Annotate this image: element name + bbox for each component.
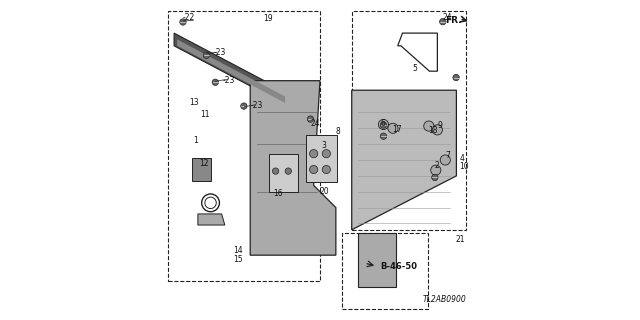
Circle shape <box>273 168 279 174</box>
FancyBboxPatch shape <box>269 154 298 192</box>
Text: 1: 1 <box>193 136 198 146</box>
Circle shape <box>204 52 210 59</box>
Text: 15: 15 <box>233 255 243 264</box>
Text: FR.: FR. <box>445 16 461 25</box>
Text: 2: 2 <box>435 161 440 170</box>
Circle shape <box>440 155 451 165</box>
Circle shape <box>378 119 388 130</box>
Text: 19: 19 <box>263 14 273 23</box>
Text: 24: 24 <box>443 13 452 22</box>
Text: B-46-50: B-46-50 <box>380 262 417 271</box>
Polygon shape <box>198 214 225 225</box>
Polygon shape <box>358 233 396 287</box>
Circle shape <box>285 168 291 174</box>
Text: 3: 3 <box>321 141 326 150</box>
Circle shape <box>424 121 434 131</box>
Text: 18: 18 <box>429 126 438 135</box>
Circle shape <box>180 19 186 25</box>
Text: 10: 10 <box>460 163 469 172</box>
Text: 9: 9 <box>437 121 442 130</box>
Text: 8: 8 <box>335 127 340 136</box>
Text: 16: 16 <box>273 189 283 198</box>
Text: 6: 6 <box>380 119 385 128</box>
Text: 5: 5 <box>412 63 417 73</box>
Circle shape <box>212 79 218 85</box>
Text: -23: -23 <box>214 48 226 57</box>
Text: 17: 17 <box>392 125 402 134</box>
Circle shape <box>453 74 460 81</box>
Text: 14: 14 <box>233 246 243 255</box>
Circle shape <box>431 165 441 175</box>
Circle shape <box>310 165 318 174</box>
Text: -23: -23 <box>250 101 262 110</box>
Circle shape <box>322 149 330 158</box>
Polygon shape <box>250 81 336 255</box>
Circle shape <box>431 174 438 180</box>
Text: 11: 11 <box>200 109 209 118</box>
Circle shape <box>388 123 398 133</box>
FancyBboxPatch shape <box>306 135 337 182</box>
Circle shape <box>440 19 446 25</box>
Circle shape <box>307 116 314 122</box>
Text: 4: 4 <box>460 154 465 163</box>
Text: 20: 20 <box>319 187 329 196</box>
Text: 21: 21 <box>456 236 465 244</box>
Circle shape <box>241 103 247 109</box>
Text: -22: -22 <box>183 13 195 22</box>
Text: 13: 13 <box>189 99 199 108</box>
Circle shape <box>380 122 387 128</box>
Polygon shape <box>352 90 456 230</box>
Text: 7: 7 <box>445 151 451 160</box>
Text: -23: -23 <box>222 76 235 84</box>
Text: TL2AB0900: TL2AB0900 <box>422 295 466 304</box>
Circle shape <box>380 133 387 140</box>
Polygon shape <box>177 39 285 103</box>
Text: 24: 24 <box>310 119 320 128</box>
Polygon shape <box>174 33 288 106</box>
FancyBboxPatch shape <box>191 158 211 180</box>
Circle shape <box>322 165 330 174</box>
Circle shape <box>310 149 318 158</box>
Circle shape <box>432 125 442 135</box>
Text: 12: 12 <box>200 159 209 168</box>
